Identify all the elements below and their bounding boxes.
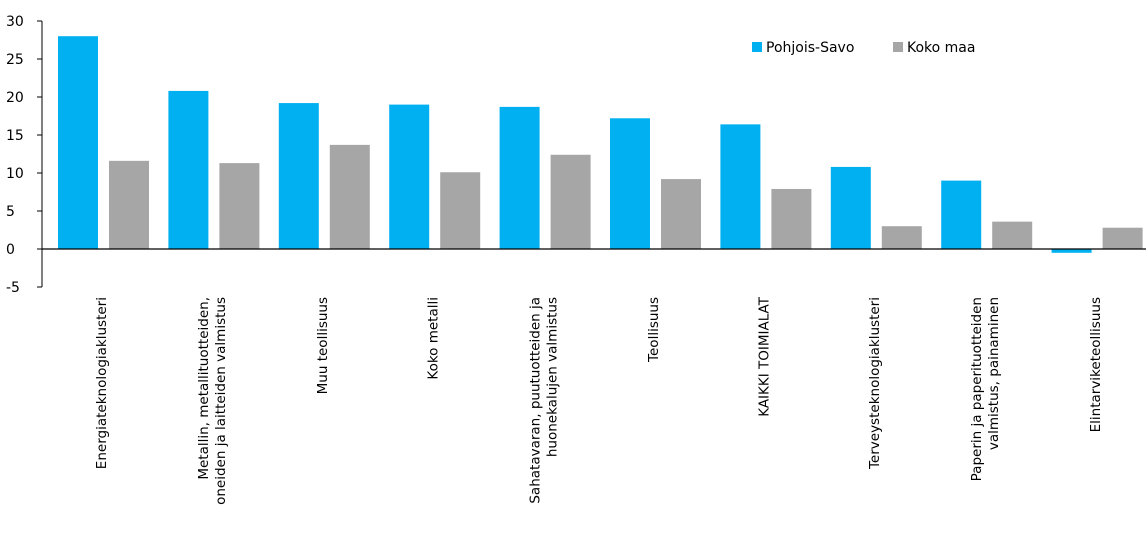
- category-label: Teollisuus: [646, 297, 662, 363]
- bar-koko-maa: [109, 160, 149, 249]
- category-label: Sahatavaran, puutuotteiden ja: [527, 297, 543, 504]
- legend-swatch-koko-maa: [893, 42, 903, 52]
- legend-label-koko-maa: Koko maa: [907, 40, 975, 56]
- category-label: Metallin, metallituotteiden,: [196, 297, 212, 480]
- y-tick-label: 10: [6, 166, 24, 182]
- bar-pohjois-savo: [58, 36, 98, 250]
- category-label: valmistus, painaminen: [986, 297, 1002, 450]
- bar-koko-maa: [881, 226, 922, 249]
- category-label: Koko metalli: [425, 297, 441, 380]
- bar-koko-maa: [1102, 227, 1143, 249]
- y-tick-label: 15: [6, 128, 24, 144]
- bars: [58, 36, 1143, 253]
- bar-pohjois-savo: [941, 180, 982, 249]
- bar-koko-maa: [661, 179, 701, 249]
- bar-pohjois-savo: [499, 106, 540, 249]
- bar-pohjois-savo: [720, 124, 761, 249]
- bar-koko-maa: [219, 163, 260, 249]
- legend-label-pohjois-savo: Pohjois-Savo: [766, 40, 854, 56]
- bar-koko-maa: [329, 144, 370, 249]
- y-tick-label: 5: [6, 204, 15, 220]
- category-label: Elintarviketeollisuus: [1088, 297, 1104, 432]
- category-label: Muu teollisuus: [315, 297, 331, 394]
- bar-koko-maa: [550, 154, 591, 249]
- bar-koko-maa: [771, 188, 812, 249]
- y-tick-label: 25: [6, 52, 24, 68]
- bar-pohjois-savo: [1051, 249, 1092, 253]
- legend-swatch-pohjois-savo: [752, 42, 762, 52]
- legend: Pohjois-Savo Koko maa: [752, 40, 975, 56]
- y-tick-label: -5: [6, 280, 20, 296]
- category-label: Paperin ja paperituotteiden: [969, 297, 985, 481]
- bar-pohjois-savo: [168, 90, 209, 249]
- bar-pohjois-savo: [389, 104, 430, 249]
- bar-pohjois-savo: [610, 118, 650, 249]
- bar-koko-maa: [440, 172, 481, 249]
- y-axis: -5 0 5 10 15 20 25 30: [6, 14, 43, 296]
- category-label: Energiateknologiaklusteri: [94, 297, 110, 469]
- category-label: Terveysteknologiaklusteri: [867, 297, 883, 470]
- bar-koko-maa: [992, 221, 1033, 249]
- y-tick-label: 20: [6, 90, 24, 106]
- y-tick-label: 30: [6, 14, 24, 30]
- category-labels: Energiateknologiaklusteri Metallin, metal…: [94, 296, 1104, 505]
- category-label: KAIKKI TOIMIALAT: [757, 296, 773, 417]
- bar-pohjois-savo: [278, 103, 319, 249]
- bar-pohjois-savo: [830, 166, 871, 249]
- y-tick-label: 0: [6, 242, 15, 258]
- category-label: oneiden ja laitteiden valmistus: [213, 297, 229, 505]
- category-label: huonekalujen valmistus: [544, 297, 560, 457]
